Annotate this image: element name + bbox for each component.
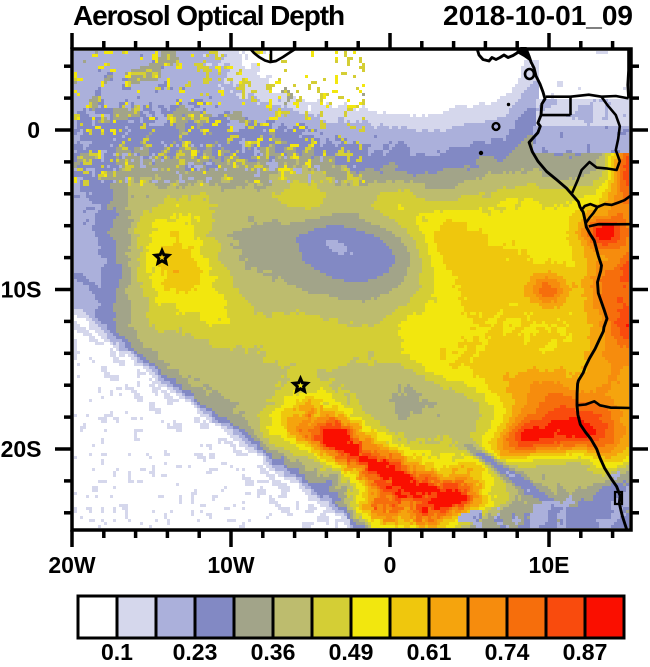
svg-text:0.61: 0.61	[407, 639, 452, 665]
svg-text:Aerosol Optical Depth: Aerosol Optical Depth	[73, 0, 344, 31]
svg-text:0.49: 0.49	[329, 639, 374, 665]
svg-text:0.87: 0.87	[563, 639, 608, 665]
svg-text:0.36: 0.36	[251, 639, 296, 665]
svg-text:20S: 20S	[1, 436, 42, 462]
svg-text:0: 0	[384, 552, 397, 578]
svg-text:10W: 10W	[207, 552, 255, 578]
svg-text:2018-10-01_09: 2018-10-01_09	[443, 0, 633, 31]
svg-text:0.23: 0.23	[173, 639, 218, 665]
svg-text:0.1: 0.1	[101, 639, 133, 665]
svg-text:0: 0	[27, 117, 40, 143]
svg-text:10E: 10E	[529, 552, 570, 578]
svg-text:0.74: 0.74	[485, 639, 530, 665]
svg-text:10S: 10S	[1, 277, 42, 303]
svg-text:20W: 20W	[48, 552, 96, 578]
